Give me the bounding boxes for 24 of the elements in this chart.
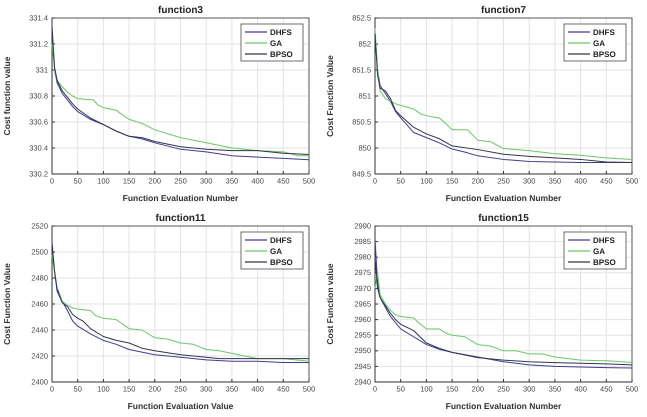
legend-label: BPSO: [593, 258, 616, 267]
x-axis-title: Function Evaluation Number: [122, 193, 240, 203]
x-axis-title: Function Evaluation Number: [446, 193, 562, 203]
y-axis-title: Cost function value: [2, 56, 12, 136]
legend-label: DHFS: [270, 28, 292, 37]
legend-label: DHFS: [270, 236, 292, 245]
legend-label: GA: [270, 39, 282, 48]
legend-label: DHFS: [593, 236, 616, 245]
legend-label: BPSO: [593, 50, 616, 59]
chart-title: function11: [155, 213, 206, 224]
chart-title: function15: [478, 213, 530, 224]
y-axis-title: Cost Function value: [325, 263, 335, 345]
x-axis-title: Function Evaluation Value: [128, 401, 234, 411]
x-axis-title: Function Evaluation Number: [446, 401, 562, 411]
legend-label: GA: [270, 247, 282, 256]
legend-label: BPSO: [270, 258, 293, 267]
legend-label: BPSO: [270, 50, 293, 59]
chart-title: function3: [158, 5, 204, 16]
y-axis-title: Cost Function Value: [2, 262, 12, 345]
legend-label: DHFS: [593, 28, 616, 37]
y-axis-title: Cost Function Value: [325, 54, 335, 137]
legend-label: GA: [593, 247, 606, 256]
legend-label: GA: [593, 39, 606, 48]
chart-title: function7: [481, 5, 526, 16]
